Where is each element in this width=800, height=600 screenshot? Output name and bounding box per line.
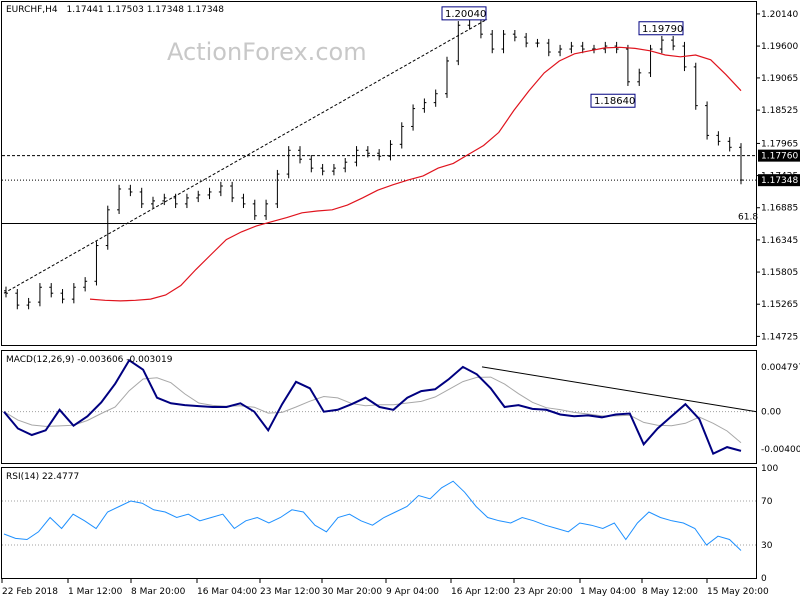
price-tick-label: 1.18525 <box>761 106 798 116</box>
macd-divergence-trendline <box>481 366 757 413</box>
x-tick-label: 9 Apr 04:00 <box>386 587 439 597</box>
annotation-label: 1.19790 <box>642 24 683 35</box>
price-tick-label: 1.17965 <box>761 139 798 149</box>
ohlc-values: 1.17441 1.17503 1.17348 1.17348 <box>67 5 225 15</box>
macd-tick-label: -0.004006 <box>761 445 800 455</box>
rsi-line <box>3 480 742 551</box>
symbol-label: EURCHF,H4 <box>6 5 58 15</box>
price-tick-label: 1.16885 <box>761 204 798 214</box>
price-panel <box>1 1 757 346</box>
macd-tick-label: 0.00 <box>761 408 781 418</box>
annotation: 1.20040 <box>441 6 487 21</box>
price-tick-label: 1.15805 <box>761 268 798 278</box>
price-tick-label: 1.16345 <box>761 236 798 246</box>
fib-level-label: 61.8 <box>738 213 758 223</box>
rsi-tick-label: 100 <box>761 464 778 474</box>
x-tick-label: 22 Feb 2018 <box>2 587 58 597</box>
macd-tick-label: 0.004797 <box>761 363 800 373</box>
x-tick-label: 23 Apr 20:00 <box>514 587 573 597</box>
moving-average-line <box>89 46 742 302</box>
price-tick-label: 1.19065 <box>761 74 798 84</box>
x-tick-label: 8 Mar 20:00 <box>131 587 186 597</box>
rsi-tick-label: 30 <box>761 541 773 551</box>
macd-panel <box>1 350 757 464</box>
x-tick-label: 15 May 20:00 <box>707 587 769 597</box>
x-tick-label: 8 May 12:00 <box>642 587 698 597</box>
annotation-label: 1.18640 <box>594 96 635 107</box>
x-tick-label: 1 May 04:00 <box>580 587 636 597</box>
x-tick-label: 23 Mar 12:00 <box>260 587 320 597</box>
rsi-title: RSI(14) 22.4777 <box>6 472 79 482</box>
level-price-box <box>758 149 800 162</box>
level-price-box <box>758 174 800 187</box>
chart-header: EURCHF,H4 1.17441 1.17503 1.17348 1.1734… <box>6 5 224 15</box>
x-tick-label: 16 Apr 12:00 <box>451 587 510 597</box>
macd-signal-line <box>3 376 742 444</box>
annotation: 1.19790 <box>638 21 684 36</box>
price-tick-label: 1.14725 <box>761 332 798 342</box>
x-tick-label: 1 Mar 12:00 <box>68 587 123 597</box>
x-tick-label: 16 Mar 04:00 <box>197 587 257 597</box>
price-tick-label: 1.20140 <box>761 10 798 20</box>
annotation-label: 1.20040 <box>445 9 486 20</box>
level-price-label: 1.17760 <box>761 152 798 162</box>
x-tick-label: 30 Mar 20:00 <box>322 587 382 597</box>
annotation-box <box>590 93 636 108</box>
price-tick-label: 1.19600 <box>761 42 798 52</box>
annotation-box <box>441 6 487 21</box>
trendline <box>3 18 488 294</box>
macd-line <box>3 358 742 456</box>
price-tick-label: 1.15265 <box>761 300 798 310</box>
rsi-tick-label: 0 <box>761 574 767 584</box>
level-price-label: 1.17348 <box>761 176 798 186</box>
annotation: 1.18640 <box>590 93 636 108</box>
annotation-box <box>638 21 684 36</box>
watermark: ActionForex.com <box>167 38 367 66</box>
rsi-panel <box>1 467 757 579</box>
macd-title: MACD(12,26,9) -0.003606 -0.003019 <box>6 355 173 365</box>
rsi-tick-label: 70 <box>761 497 773 507</box>
